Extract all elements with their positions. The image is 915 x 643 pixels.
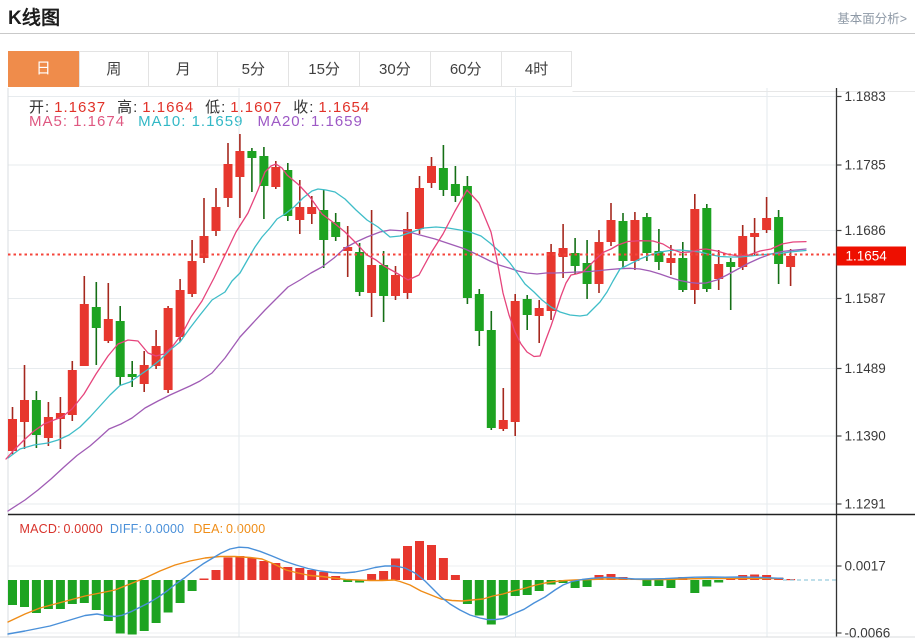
svg-text:1.1883: 1.1883 [845,89,886,104]
svg-text:1.1489: 1.1489 [845,361,886,376]
svg-text:1.1686: 1.1686 [845,223,886,238]
svg-text:1.1654: 1.1654 [846,249,888,264]
svg-text:0.0017: 0.0017 [845,559,886,574]
svg-text:1.1785: 1.1785 [845,158,886,173]
svg-text:-0.0066: -0.0066 [845,626,891,641]
svg-text:1.1291: 1.1291 [845,497,886,512]
svg-text:1.1587: 1.1587 [845,291,886,306]
svg-text:1.1390: 1.1390 [845,429,886,444]
